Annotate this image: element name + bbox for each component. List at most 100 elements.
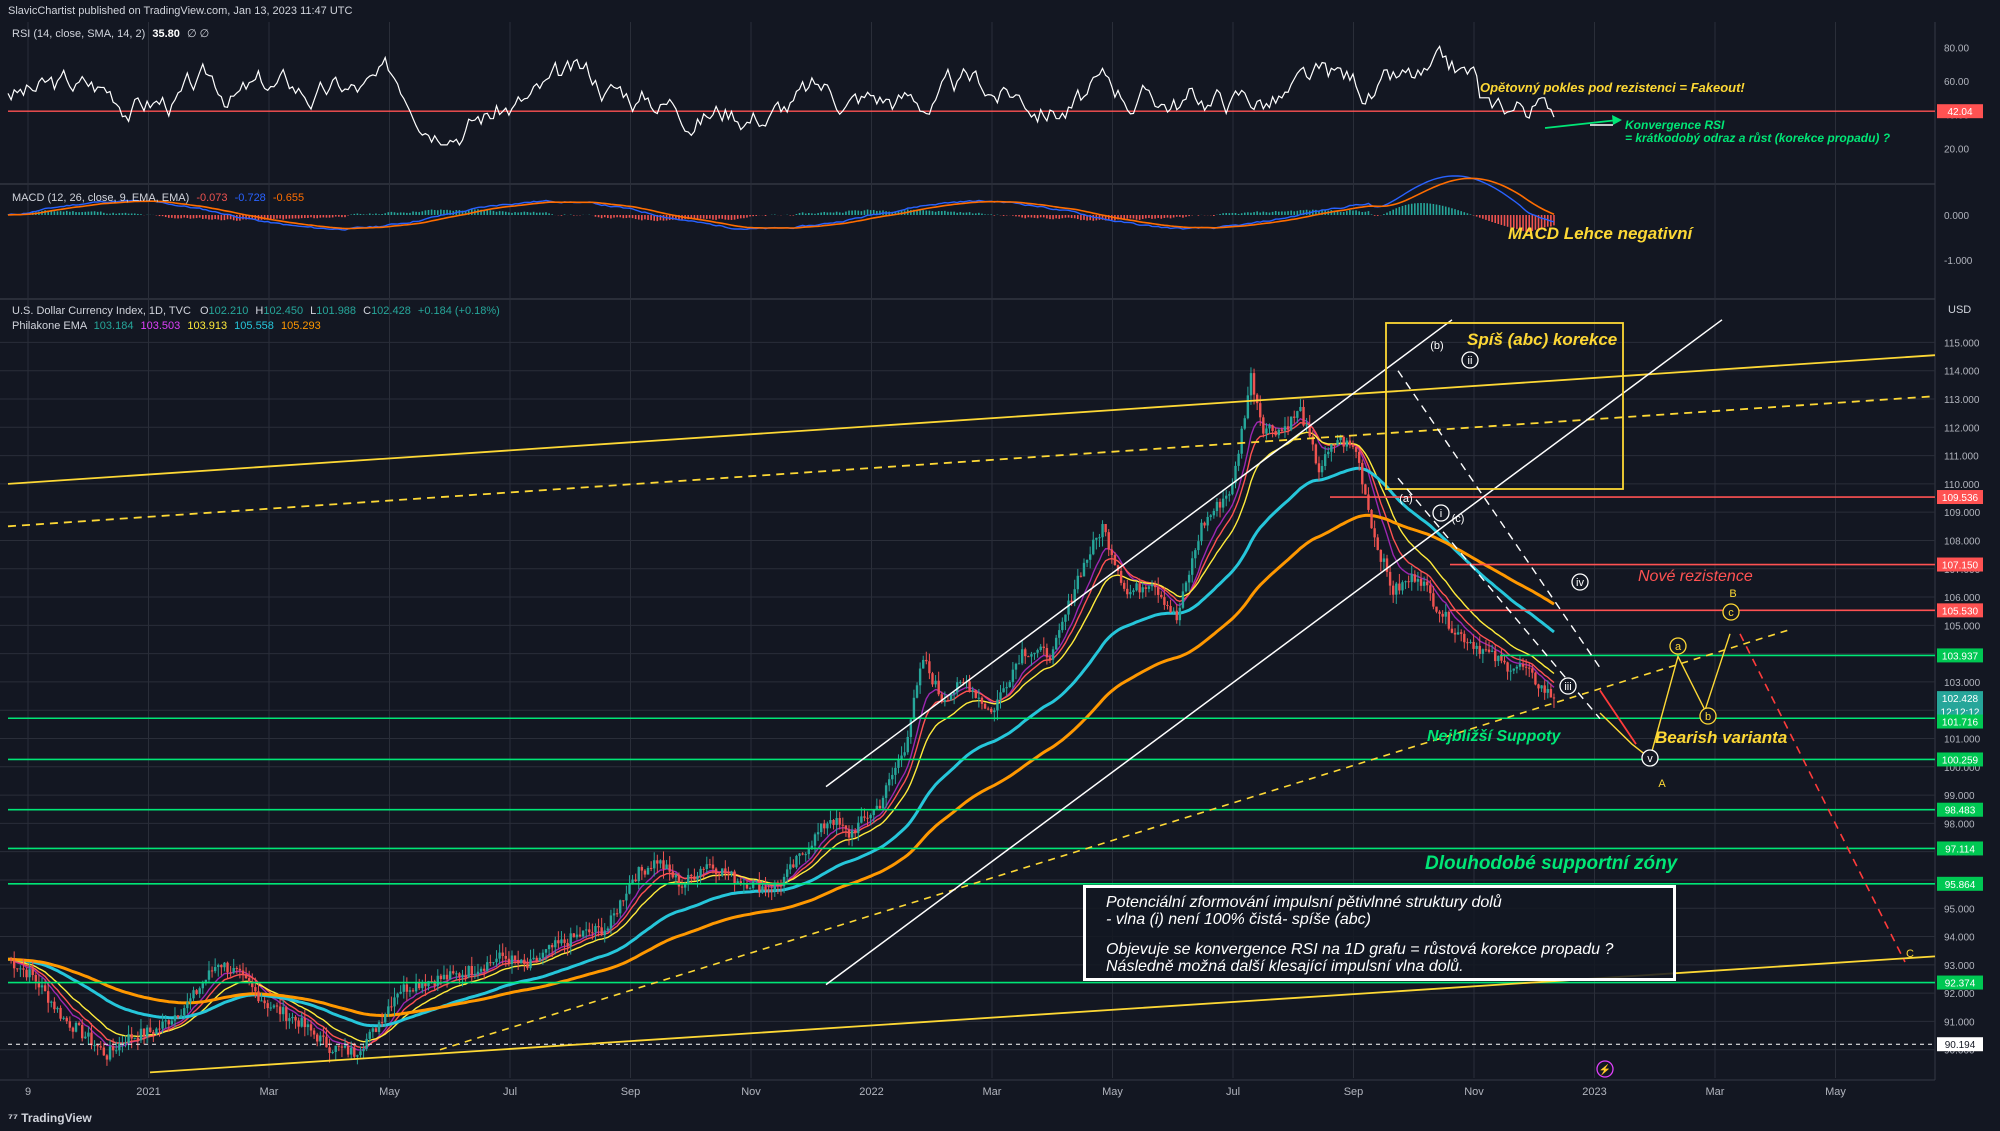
candle bbox=[1323, 446, 1327, 471]
candle-body bbox=[1048, 657, 1052, 660]
candle bbox=[656, 854, 659, 874]
candle bbox=[192, 986, 195, 1002]
candle bbox=[1246, 386, 1250, 420]
price-tick-label: 94.000 bbox=[1944, 933, 1975, 944]
candle-body bbox=[872, 809, 875, 816]
candle-body bbox=[600, 927, 603, 936]
candle-body bbox=[133, 1037, 136, 1039]
candle-body bbox=[1119, 570, 1123, 583]
candle-body bbox=[266, 1003, 269, 1009]
candle bbox=[857, 816, 860, 841]
candle-body bbox=[467, 965, 470, 978]
candle-body bbox=[1391, 585, 1395, 595]
candle-body bbox=[705, 864, 708, 869]
candle-body bbox=[532, 957, 535, 960]
candle-body bbox=[235, 968, 239, 970]
candle bbox=[516, 950, 520, 970]
candle bbox=[1429, 580, 1432, 601]
candle-body bbox=[1067, 600, 1070, 615]
candle-body bbox=[1259, 403, 1262, 418]
price-axis-label-text: 109.536 bbox=[1942, 493, 1979, 504]
candle-body bbox=[668, 864, 671, 872]
candle bbox=[315, 1032, 319, 1047]
candle-body bbox=[204, 979, 208, 984]
candle-body bbox=[1076, 575, 1080, 590]
candle bbox=[727, 866, 730, 881]
candle-body bbox=[1160, 594, 1163, 598]
candle bbox=[813, 832, 817, 854]
elliott-text: A bbox=[1658, 778, 1666, 790]
candle-body bbox=[1370, 509, 1373, 529]
candle-body bbox=[300, 1017, 303, 1027]
price-tick-label: 95.000 bbox=[1944, 904, 1975, 915]
candle bbox=[93, 1040, 96, 1052]
candle bbox=[687, 868, 690, 892]
candle bbox=[1395, 581, 1398, 604]
candle-body bbox=[74, 1022, 78, 1032]
candle bbox=[1200, 519, 1203, 546]
candle bbox=[1175, 604, 1178, 624]
candle-body bbox=[337, 1045, 341, 1047]
candle bbox=[1262, 414, 1265, 438]
candle bbox=[353, 1042, 356, 1060]
candle bbox=[1305, 417, 1308, 432]
candle bbox=[161, 1013, 164, 1034]
candle bbox=[476, 963, 480, 979]
candle-body bbox=[1277, 429, 1280, 436]
candle bbox=[340, 1043, 344, 1058]
candle bbox=[374, 1026, 378, 1033]
candle bbox=[22, 958, 25, 978]
candle-body bbox=[476, 971, 480, 975]
candle-body bbox=[1373, 528, 1376, 538]
candle-body bbox=[798, 853, 801, 856]
candle bbox=[207, 961, 211, 984]
candle-body bbox=[702, 868, 705, 870]
candle-body bbox=[1466, 642, 1469, 644]
candle bbox=[789, 856, 792, 875]
abc-box bbox=[1385, 322, 1624, 490]
candle bbox=[816, 822, 820, 841]
candle-body bbox=[547, 945, 551, 950]
candle-body bbox=[863, 816, 866, 818]
candle-body bbox=[124, 1042, 127, 1044]
price-tick-label: 114.000 bbox=[1944, 367, 1980, 378]
candle bbox=[674, 872, 678, 883]
candle bbox=[1314, 443, 1318, 465]
candle-body bbox=[922, 659, 925, 669]
candle bbox=[102, 1042, 106, 1056]
candle-body bbox=[952, 692, 956, 695]
candle bbox=[439, 973, 443, 986]
candle-body bbox=[1407, 581, 1410, 583]
candle-body bbox=[1002, 688, 1005, 693]
candle bbox=[1388, 566, 1392, 596]
rsi-value-text: 42.04 bbox=[1947, 107, 1972, 118]
candle-body bbox=[690, 874, 693, 877]
price-axis-label: 102.428 bbox=[1937, 691, 1983, 706]
candle bbox=[581, 930, 585, 939]
candle-body bbox=[223, 962, 226, 968]
elliott-circle bbox=[1699, 707, 1717, 725]
candle-body bbox=[829, 820, 832, 824]
elliott-circle bbox=[1571, 573, 1589, 591]
candle-body bbox=[1342, 436, 1345, 447]
price-axis-label-text: 92.374 bbox=[1945, 979, 1976, 990]
candle bbox=[952, 692, 956, 705]
candle-body bbox=[653, 860, 656, 869]
candle-body bbox=[813, 834, 817, 846]
candle-body bbox=[377, 1022, 381, 1032]
candle-body bbox=[1540, 685, 1543, 689]
candle-body bbox=[1302, 406, 1305, 426]
candle bbox=[792, 859, 795, 869]
candle-body bbox=[1175, 610, 1178, 621]
candle-body bbox=[745, 883, 749, 889]
candle bbox=[563, 933, 566, 953]
candle bbox=[680, 879, 684, 894]
ohlc-low: 101.988 bbox=[316, 305, 357, 317]
candle-body bbox=[217, 965, 220, 968]
candle-body bbox=[1218, 501, 1222, 508]
candle-body bbox=[1552, 697, 1556, 699]
candle-body bbox=[711, 864, 715, 869]
candle bbox=[1531, 663, 1534, 679]
candle bbox=[1064, 614, 1067, 631]
